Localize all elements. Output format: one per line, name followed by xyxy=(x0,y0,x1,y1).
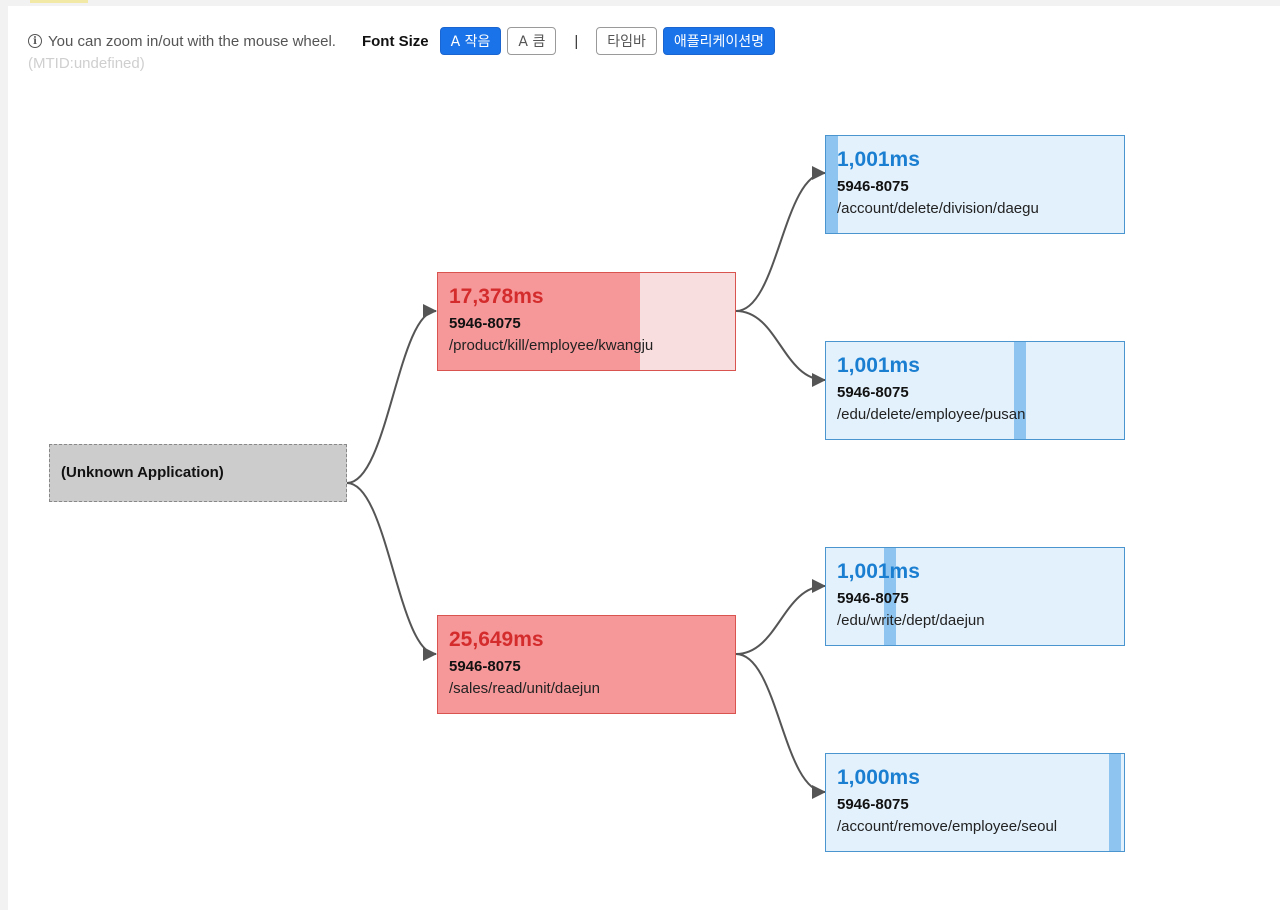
font-small-button[interactable]: A 작음 xyxy=(439,27,502,55)
node-path: /sales/read/unit/daejun xyxy=(449,680,600,697)
node-elapsed-ms: 17,378ms xyxy=(449,285,544,308)
node-account-remove-employee-seoul[interactable]: 1,000ms 5946-8075 /account/remove/employ… xyxy=(825,753,1125,852)
node-path: /product/kill/employee/kwangju xyxy=(449,337,654,354)
edge-root-to-kwangju xyxy=(346,304,437,484)
edge-daejun-to-seoul xyxy=(735,653,826,799)
timebar-fill xyxy=(1109,754,1121,851)
timebar-fill xyxy=(438,273,640,370)
node-unknown-application[interactable]: (Unknown Application) xyxy=(49,444,347,502)
edge-kwangju-to-daegu xyxy=(735,166,826,312)
node-code: 5946-8075 xyxy=(837,384,909,401)
top-tab-accent xyxy=(30,0,88,3)
node-path: /edu/write/dept/daejun xyxy=(837,612,985,629)
zoom-hint: You can zoom in/out with the mouse wheel… xyxy=(48,32,336,50)
edge-daejun-to-dept-daejun xyxy=(735,579,826,655)
node-elapsed-ms: 1,001ms xyxy=(837,354,920,377)
mtid-label: (MTID:undefined) xyxy=(28,55,145,72)
node-edu-write-dept-daejun[interactable]: 1,001ms 5946-8075 /edu/write/dept/daejun xyxy=(825,547,1125,646)
timebar-fill xyxy=(826,136,838,233)
transaction-topology-panel[interactable]: i You can zoom in/out with the mouse whe… xyxy=(8,6,1280,910)
node-path: /account/remove/employee/seoul xyxy=(837,818,1058,835)
app-name-toggle-button[interactable]: 애플리케이션명 xyxy=(662,27,776,55)
node-sales-read-unit-daejun[interactable]: 25,649ms 5946-8075 /sales/read/unit/daej… xyxy=(437,615,736,714)
node-elapsed-ms: 1,001ms xyxy=(837,148,920,171)
node-code: 5946-8075 xyxy=(837,796,909,813)
node-code: 5946-8075 xyxy=(837,590,909,607)
timebar-fill xyxy=(884,548,897,645)
node-path: /edu/delete/employee/pusan xyxy=(837,406,1026,423)
info-circle-icon: i xyxy=(28,34,42,48)
node-product-kill-employee-kwangju[interactable]: 17,378ms 5946-8075 /product/kill/employe… xyxy=(437,272,736,371)
edge-kwangju-to-pusan xyxy=(735,310,826,387)
topology-edges xyxy=(346,166,826,799)
edge-root-to-daejun xyxy=(346,482,437,661)
font-large-button[interactable]: A 큼 xyxy=(507,27,557,55)
node-path: /account/delete/division/daegu xyxy=(837,200,1039,217)
timebar-toggle-button[interactable]: 타임바 xyxy=(596,27,657,55)
node-elapsed-ms: 1,000ms xyxy=(837,766,920,789)
timebar-fill xyxy=(1013,342,1026,439)
node-code: 5946-8075 xyxy=(837,178,909,195)
node-code: 5946-8075 xyxy=(449,315,521,332)
node-account-delete-division-daegu[interactable]: 1,001ms 5946-8075 /account/delete/divisi… xyxy=(825,135,1125,234)
toolbar: i You can zoom in/out with the mouse whe… xyxy=(28,26,776,56)
node-edu-delete-employee-pusan[interactable]: 1,001ms 5946-8075 /edu/delete/employee/p… xyxy=(825,341,1125,440)
toolbar-separator: | xyxy=(574,32,579,50)
timebar-fill xyxy=(438,616,735,713)
node-root-label: (Unknown Application) xyxy=(61,464,224,481)
font-size-label: Font Size xyxy=(361,32,429,50)
node-elapsed-ms: 1,001ms xyxy=(837,560,920,583)
node-elapsed-ms: 25,649ms xyxy=(449,628,544,651)
node-code: 5946-8075 xyxy=(449,658,521,675)
